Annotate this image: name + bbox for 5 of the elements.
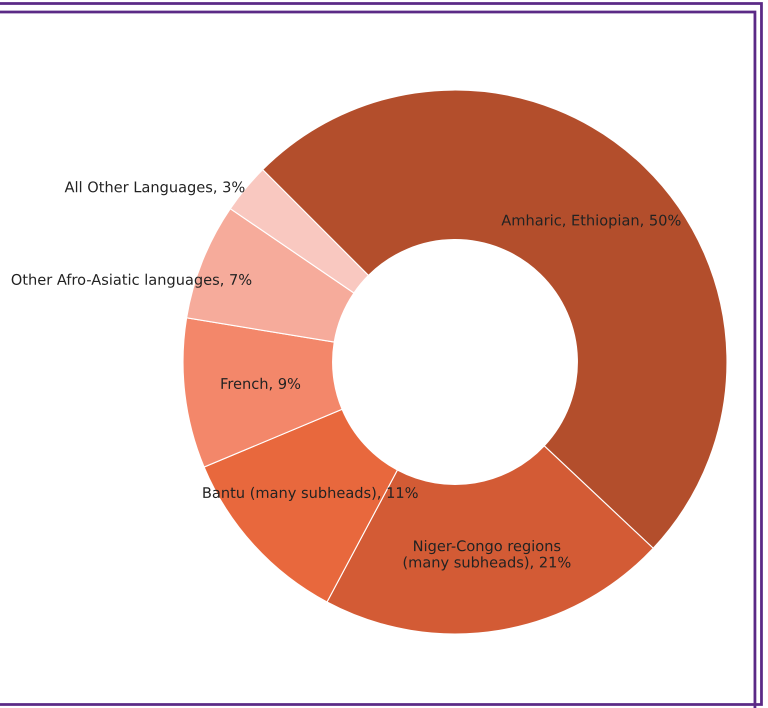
- slice-label: French, 9%: [221, 378, 300, 391]
- slice-label: Other Afro-Asiatic languages, 7%: [12, 274, 252, 288]
- slice-label: Niger-Congo regions (many subheads), 21%: [404, 540, 570, 570]
- slice-label: Amharic, Ethiopian, 50%: [501, 214, 681, 228]
- slice-label: All Other Languages, 3%: [64, 181, 244, 196]
